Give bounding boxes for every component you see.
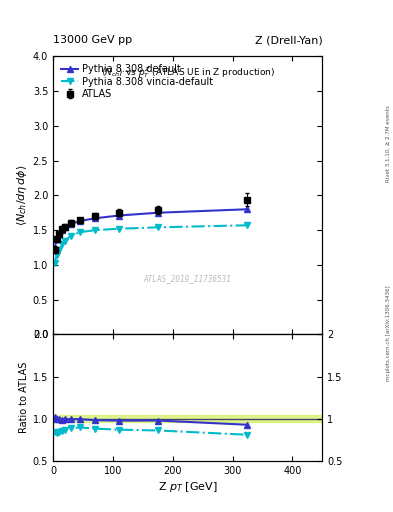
Bar <box>53 415 322 422</box>
Pythia 8.308 vincia-default <box>78 229 83 236</box>
Text: mcplots.cern.ch [arXiv:1306.3436]: mcplots.cern.ch [arXiv:1306.3436] <box>386 285 391 380</box>
Pythia 8.308 default <box>62 224 67 230</box>
Pythia 8.308 default <box>155 210 160 216</box>
Text: $\langle N_{ch}\rangle$ vs $p_T^Z$ (ATLAS UE in Z production): $\langle N_{ch}\rangle$ vs $p_T^Z$ (ATLA… <box>101 65 275 79</box>
Pythia 8.308 vincia-default <box>62 238 67 244</box>
Text: Rivet 3.1.10, ≥ 2.7M events: Rivet 3.1.10, ≥ 2.7M events <box>386 105 391 182</box>
Pythia 8.308 vincia-default <box>52 261 57 267</box>
Pythia 8.308 default <box>78 218 83 224</box>
Text: ATLAS_2019_I1736531: ATLAS_2019_I1736531 <box>144 274 231 283</box>
Pythia 8.308 vincia-default <box>57 246 61 252</box>
Text: 13000 GeV pp: 13000 GeV pp <box>53 35 132 45</box>
X-axis label: Z $p_T$ [GeV]: Z $p_T$ [GeV] <box>158 480 217 494</box>
Y-axis label: $\langle N_{ch}/d\eta\, d\phi\rangle$: $\langle N_{ch}/d\eta\, d\phi\rangle$ <box>15 164 29 226</box>
Pythia 8.308 vincia-default <box>155 224 160 230</box>
Pythia 8.308 vincia-default <box>245 222 250 228</box>
Pythia 8.308 vincia-default <box>54 252 59 258</box>
Pythia 8.308 default <box>116 212 121 219</box>
Pythia 8.308 default <box>52 245 57 251</box>
Line: Pythia 8.308 default: Pythia 8.308 default <box>52 206 250 251</box>
Pythia 8.308 default <box>54 236 59 242</box>
Line: Pythia 8.308 vincia-default: Pythia 8.308 vincia-default <box>52 223 250 266</box>
Pythia 8.308 default <box>57 231 61 238</box>
Pythia 8.308 vincia-default <box>116 226 121 232</box>
Pythia 8.308 default <box>245 206 250 212</box>
Pythia 8.308 default <box>60 227 64 233</box>
Pythia 8.308 vincia-default <box>69 232 73 239</box>
Text: Z (Drell-Yan): Z (Drell-Yan) <box>255 35 322 45</box>
Pythia 8.308 default <box>69 221 73 227</box>
Legend: Pythia 8.308 default, Pythia 8.308 vincia-default, ATLAS: Pythia 8.308 default, Pythia 8.308 vinci… <box>58 61 216 102</box>
Y-axis label: Ratio to ATLAS: Ratio to ATLAS <box>18 362 29 433</box>
Pythia 8.308 vincia-default <box>93 227 97 233</box>
Pythia 8.308 vincia-default <box>60 241 64 247</box>
Pythia 8.308 default <box>93 215 97 221</box>
